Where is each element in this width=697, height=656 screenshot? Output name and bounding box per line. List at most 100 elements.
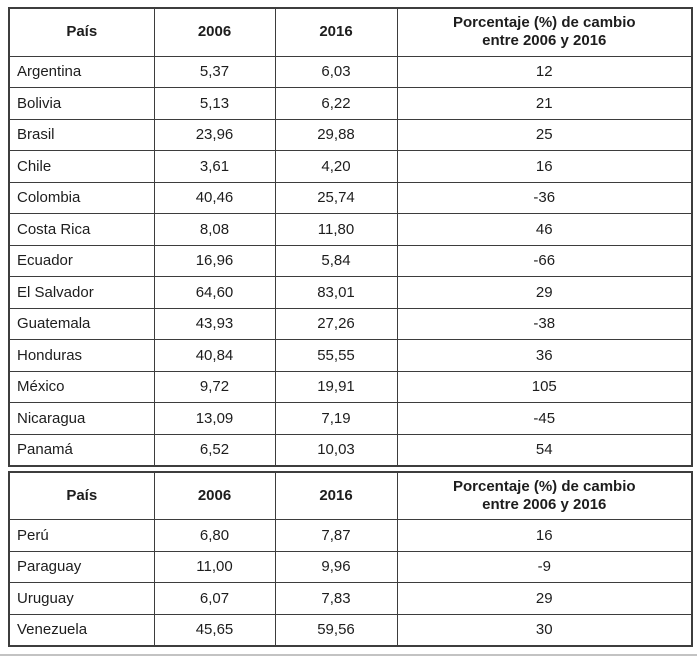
table-row: El Salvador 64,60 83,01 29 — [8, 276, 693, 309]
value-2006-cell: 16,96 — [153, 244, 276, 277]
country-cell: Uruguay — [8, 582, 155, 615]
table-row: Paraguay 11,00 9,96 -9 — [8, 550, 693, 583]
change-pct-cell: 29 — [396, 582, 693, 615]
col-header-2016: 2016 — [274, 471, 398, 520]
value-2016-cell: 7,87 — [274, 519, 398, 552]
table-row: Bolivia 5,13 6,22 21 — [8, 87, 693, 120]
col-header-pct-line1: Porcentaje (%) de cambio — [452, 477, 636, 495]
table-body-part1: Argentina 5,37 6,03 12 Bolivia 5,13 6,22… — [8, 55, 693, 466]
value-2016-cell: 27,26 — [274, 307, 398, 340]
change-pct-cell: 30 — [396, 613, 693, 646]
value-2006-cell: 43,93 — [153, 307, 276, 340]
change-pct-cell: 54 — [396, 433, 693, 466]
country-cell: Brasil — [8, 118, 155, 151]
change-pct-cell: 21 — [396, 87, 693, 120]
country-cell: Ecuador — [8, 244, 155, 277]
change-pct-cell: 46 — [396, 213, 693, 246]
country-cell: Paraguay — [8, 550, 155, 583]
value-2006-cell: 64,60 — [153, 276, 276, 309]
col-header-pct-change: Porcentaje (%) de cambio entre 2006 y 20… — [396, 7, 693, 57]
change-pct-cell: -9 — [396, 550, 693, 583]
value-2016-cell: 19,91 — [274, 370, 398, 403]
table-row: Perú 6,80 7,87 16 — [8, 519, 693, 552]
col-header-pct-line2: entre 2006 y 2016 — [482, 32, 607, 50]
value-2006-cell: 6,07 — [153, 582, 276, 615]
col-header-2006: 2006 — [153, 7, 276, 57]
table-row: Ecuador 16,96 5,84 -66 — [8, 244, 693, 277]
col-header-2006: 2006 — [153, 471, 276, 520]
table-row: México 9,72 19,91 105 — [8, 370, 693, 403]
change-pct-cell: -36 — [396, 181, 693, 214]
value-2006-cell: 13,09 — [153, 402, 276, 435]
country-cell: México — [8, 370, 155, 403]
value-2016-cell: 6,03 — [274, 55, 398, 88]
value-2006-cell: 6,80 — [153, 519, 276, 552]
header-row: País 2006 2016 Porcentaje (%) de cambio … — [8, 7, 693, 57]
value-2006-cell: 9,72 — [153, 370, 276, 403]
value-2006-cell: 8,08 — [153, 213, 276, 246]
country-cell: Guatemala — [8, 307, 155, 340]
value-2016-cell: 10,03 — [274, 433, 398, 466]
value-2006-cell: 5,37 — [153, 55, 276, 88]
col-header-pais: País — [8, 471, 155, 520]
value-2016-cell: 9,96 — [274, 550, 398, 583]
value-2016-cell: 29,88 — [274, 118, 398, 151]
country-cell: Bolivia — [8, 87, 155, 120]
country-cell: Perú — [8, 519, 155, 552]
table-row: Uruguay 6,07 7,83 29 — [8, 582, 693, 615]
value-2006-cell: 40,46 — [153, 181, 276, 214]
col-header-pct-change: Porcentaje (%) de cambio entre 2006 y 20… — [396, 471, 693, 520]
value-2006-cell: 11,00 — [153, 550, 276, 583]
value-2006-cell: 5,13 — [153, 87, 276, 120]
value-2016-cell: 83,01 — [274, 276, 398, 309]
table-row: Argentina 5,37 6,03 12 — [8, 55, 693, 88]
change-pct-cell: 105 — [396, 370, 693, 403]
country-cell: Panamá — [8, 433, 155, 466]
table-row: Nicaragua 13,09 7,19 -45 — [8, 402, 693, 435]
value-2016-cell: 59,56 — [274, 613, 398, 646]
change-pct-cell: 29 — [396, 276, 693, 309]
country-cell: Argentina — [8, 55, 155, 88]
change-pct-cell: 16 — [396, 519, 693, 552]
country-cell: Nicaragua — [8, 402, 155, 435]
col-header-pais: País — [8, 7, 155, 57]
country-table-part2: País 2006 2016 Porcentaje (%) de cambio … — [8, 470, 693, 647]
value-2016-cell: 25,74 — [274, 181, 398, 214]
change-pct-cell: 25 — [396, 118, 693, 151]
value-2006-cell: 40,84 — [153, 339, 276, 372]
change-pct-cell: 16 — [396, 150, 693, 183]
value-2016-cell: 11,80 — [274, 213, 398, 246]
country-cell: Honduras — [8, 339, 155, 372]
page-bottom-divider — [0, 654, 697, 656]
table-row: Brasil 23,96 29,88 25 — [8, 118, 693, 151]
col-header-2016: 2016 — [274, 7, 398, 57]
table-row: Venezuela 45,65 59,56 30 — [8, 613, 693, 646]
change-pct-cell: -45 — [396, 402, 693, 435]
col-header-pct-line1: Porcentaje (%) de cambio — [452, 14, 636, 32]
change-pct-cell: -38 — [396, 307, 693, 340]
table-row: Chile 3,61 4,20 16 — [8, 150, 693, 183]
table-row: Guatemala 43,93 27,26 -38 — [8, 307, 693, 340]
country-table-part1: País 2006 2016 Porcentaje (%) de cambio … — [8, 7, 693, 467]
table-row: Panamá 6,52 10,03 54 — [8, 433, 693, 466]
value-2016-cell: 7,83 — [274, 582, 398, 615]
value-2006-cell: 3,61 — [153, 150, 276, 183]
col-header-pct-line2: entre 2006 y 2016 — [482, 495, 607, 513]
table-row: Honduras 40,84 55,55 36 — [8, 339, 693, 372]
country-cell: El Salvador — [8, 276, 155, 309]
country-cell: Chile — [8, 150, 155, 183]
country-cell: Costa Rica — [8, 213, 155, 246]
change-pct-cell: 36 — [396, 339, 693, 372]
table-row: Colombia 40,46 25,74 -36 — [8, 181, 693, 214]
value-2016-cell: 7,19 — [274, 402, 398, 435]
value-2006-cell: 45,65 — [153, 613, 276, 646]
change-pct-cell: -66 — [396, 244, 693, 277]
value-2016-cell: 4,20 — [274, 150, 398, 183]
value-2006-cell: 23,96 — [153, 118, 276, 151]
value-2016-cell: 6,22 — [274, 87, 398, 120]
change-pct-cell: 12 — [396, 55, 693, 88]
table-row: Costa Rica 8,08 11,80 46 — [8, 213, 693, 246]
table-body-part2: Perú 6,80 7,87 16 Paraguay 11,00 9,96 -9… — [8, 519, 693, 646]
header-row: País 2006 2016 Porcentaje (%) de cambio … — [8, 471, 693, 520]
